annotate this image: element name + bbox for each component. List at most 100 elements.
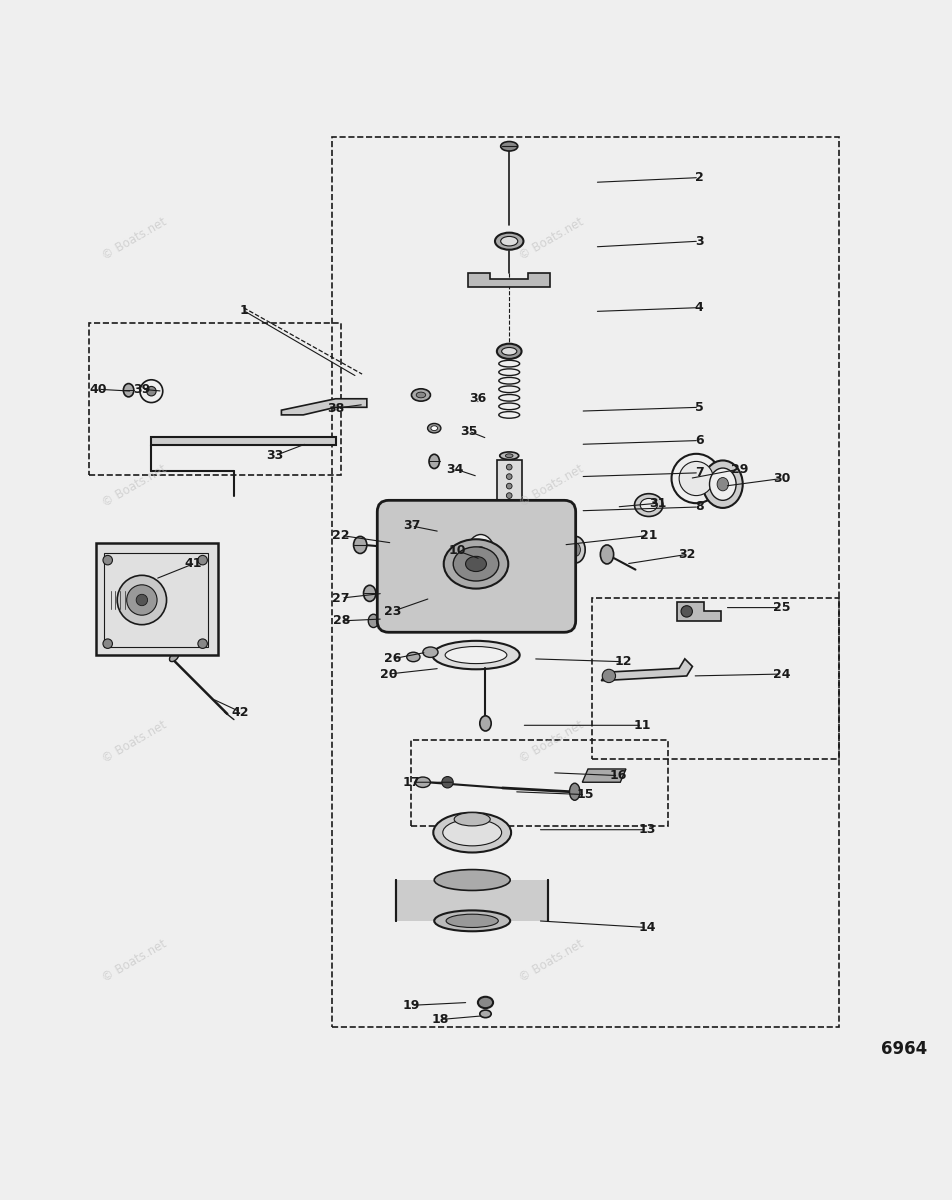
- Text: 14: 14: [638, 920, 656, 934]
- Ellipse shape: [433, 812, 511, 852]
- Polygon shape: [677, 602, 721, 620]
- Ellipse shape: [569, 784, 580, 800]
- Ellipse shape: [709, 468, 736, 500]
- Text: 3: 3: [695, 235, 704, 247]
- Ellipse shape: [454, 812, 490, 826]
- Ellipse shape: [416, 392, 426, 398]
- Ellipse shape: [566, 536, 585, 563]
- Ellipse shape: [432, 641, 520, 670]
- Text: 26: 26: [384, 653, 401, 665]
- Text: 8: 8: [695, 500, 704, 514]
- Text: © Boats.net: © Boats.net: [100, 719, 169, 766]
- Bar: [411, 740, 667, 826]
- Ellipse shape: [500, 452, 519, 460]
- Text: 20: 20: [380, 667, 397, 680]
- Text: 16: 16: [609, 769, 627, 782]
- Text: 31: 31: [649, 497, 667, 510]
- Circle shape: [198, 556, 208, 565]
- Text: 11: 11: [633, 719, 651, 732]
- FancyBboxPatch shape: [377, 500, 576, 632]
- Text: © Boats.net: © Boats.net: [518, 462, 586, 510]
- Text: 27: 27: [332, 592, 350, 605]
- Text: 32: 32: [678, 548, 695, 560]
- Bar: [104, 552, 208, 648]
- Circle shape: [103, 556, 112, 565]
- Ellipse shape: [466, 534, 496, 580]
- Text: 30: 30: [773, 472, 790, 485]
- Text: 21: 21: [640, 529, 658, 542]
- Text: 19: 19: [403, 998, 420, 1012]
- Polygon shape: [282, 398, 367, 415]
- Text: 39: 39: [133, 383, 150, 396]
- Circle shape: [442, 776, 453, 788]
- Ellipse shape: [353, 536, 367, 553]
- Ellipse shape: [444, 539, 508, 589]
- Ellipse shape: [474, 547, 487, 568]
- Circle shape: [103, 638, 112, 648]
- Ellipse shape: [411, 389, 430, 401]
- Text: 33: 33: [267, 449, 284, 462]
- Text: 12: 12: [614, 655, 632, 668]
- Circle shape: [603, 670, 616, 683]
- Ellipse shape: [429, 455, 440, 468]
- Text: © Boats.net: © Boats.net: [518, 719, 586, 766]
- Text: 15: 15: [576, 788, 594, 802]
- Bar: [331, 137, 839, 1027]
- Polygon shape: [398, 607, 446, 617]
- Text: 29: 29: [731, 462, 748, 475]
- Text: 6964: 6964: [881, 1039, 927, 1057]
- Polygon shape: [602, 659, 692, 680]
- Ellipse shape: [446, 914, 498, 928]
- Ellipse shape: [571, 544, 581, 557]
- Ellipse shape: [453, 547, 499, 581]
- Ellipse shape: [443, 820, 502, 846]
- Text: 38: 38: [327, 402, 344, 415]
- Bar: [396, 880, 548, 920]
- Ellipse shape: [703, 461, 743, 508]
- Polygon shape: [468, 272, 550, 287]
- Circle shape: [198, 638, 208, 648]
- Text: 22: 22: [332, 529, 350, 542]
- Ellipse shape: [446, 647, 506, 664]
- Ellipse shape: [601, 545, 614, 564]
- Ellipse shape: [423, 647, 438, 658]
- Ellipse shape: [640, 498, 657, 511]
- Circle shape: [117, 575, 167, 625]
- Ellipse shape: [717, 478, 728, 491]
- Text: 23: 23: [384, 605, 401, 618]
- Text: 34: 34: [446, 462, 464, 475]
- Ellipse shape: [434, 870, 510, 890]
- Circle shape: [127, 584, 157, 616]
- Text: 36: 36: [469, 392, 486, 406]
- Bar: [96, 544, 218, 655]
- Text: 7: 7: [695, 467, 704, 479]
- Polygon shape: [583, 769, 626, 782]
- Ellipse shape: [502, 348, 517, 355]
- Ellipse shape: [501, 236, 518, 246]
- Polygon shape: [409, 619, 424, 630]
- Text: 28: 28: [332, 614, 350, 628]
- Ellipse shape: [501, 142, 518, 151]
- Ellipse shape: [368, 614, 379, 628]
- Text: 13: 13: [638, 823, 656, 836]
- Bar: [592, 598, 839, 760]
- Text: 2: 2: [695, 172, 704, 184]
- Text: 24: 24: [773, 667, 790, 680]
- Ellipse shape: [169, 653, 179, 661]
- Circle shape: [506, 464, 512, 470]
- Ellipse shape: [480, 716, 491, 731]
- Circle shape: [147, 386, 156, 396]
- Text: 17: 17: [403, 775, 420, 788]
- Text: 18: 18: [431, 1013, 448, 1026]
- Ellipse shape: [497, 343, 522, 359]
- Circle shape: [506, 484, 512, 488]
- Circle shape: [681, 606, 692, 617]
- Ellipse shape: [506, 454, 513, 457]
- Text: 6: 6: [695, 434, 704, 448]
- Text: 5: 5: [695, 401, 704, 414]
- Text: 1: 1: [239, 304, 248, 317]
- Ellipse shape: [480, 1010, 491, 1018]
- Circle shape: [136, 594, 148, 606]
- Text: 25: 25: [773, 601, 790, 614]
- Ellipse shape: [458, 527, 504, 588]
